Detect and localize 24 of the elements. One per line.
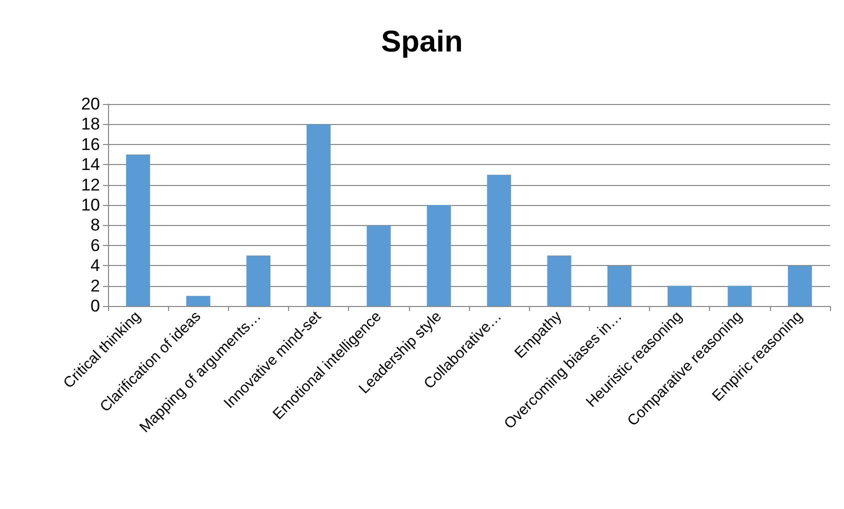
y-tick-label: 18 (81, 114, 100, 134)
bar (487, 174, 512, 306)
y-tick-label: 8 (90, 216, 100, 235)
bar (366, 225, 391, 306)
bar (306, 124, 331, 306)
y-tick-label: 20 (81, 94, 100, 114)
bar (246, 256, 270, 306)
y-tick-label: 16 (81, 134, 100, 154)
y-tick-label: 10 (81, 196, 100, 214)
y-tick-label: 2 (90, 276, 100, 296)
bar (126, 154, 150, 306)
y-tick-label: 14 (81, 155, 100, 174)
bar (668, 286, 692, 306)
bar (607, 266, 632, 306)
bar (788, 266, 812, 306)
bar (728, 286, 752, 306)
bar (547, 256, 572, 306)
y-tick-label: 4 (90, 256, 100, 276)
bar (186, 296, 210, 306)
y-tick-label: 6 (90, 236, 100, 255)
y-tick-label: 0 (90, 296, 100, 316)
chart-title: Spain (381, 26, 463, 58)
y-tick-label: 12 (81, 175, 100, 194)
bar (426, 205, 451, 306)
